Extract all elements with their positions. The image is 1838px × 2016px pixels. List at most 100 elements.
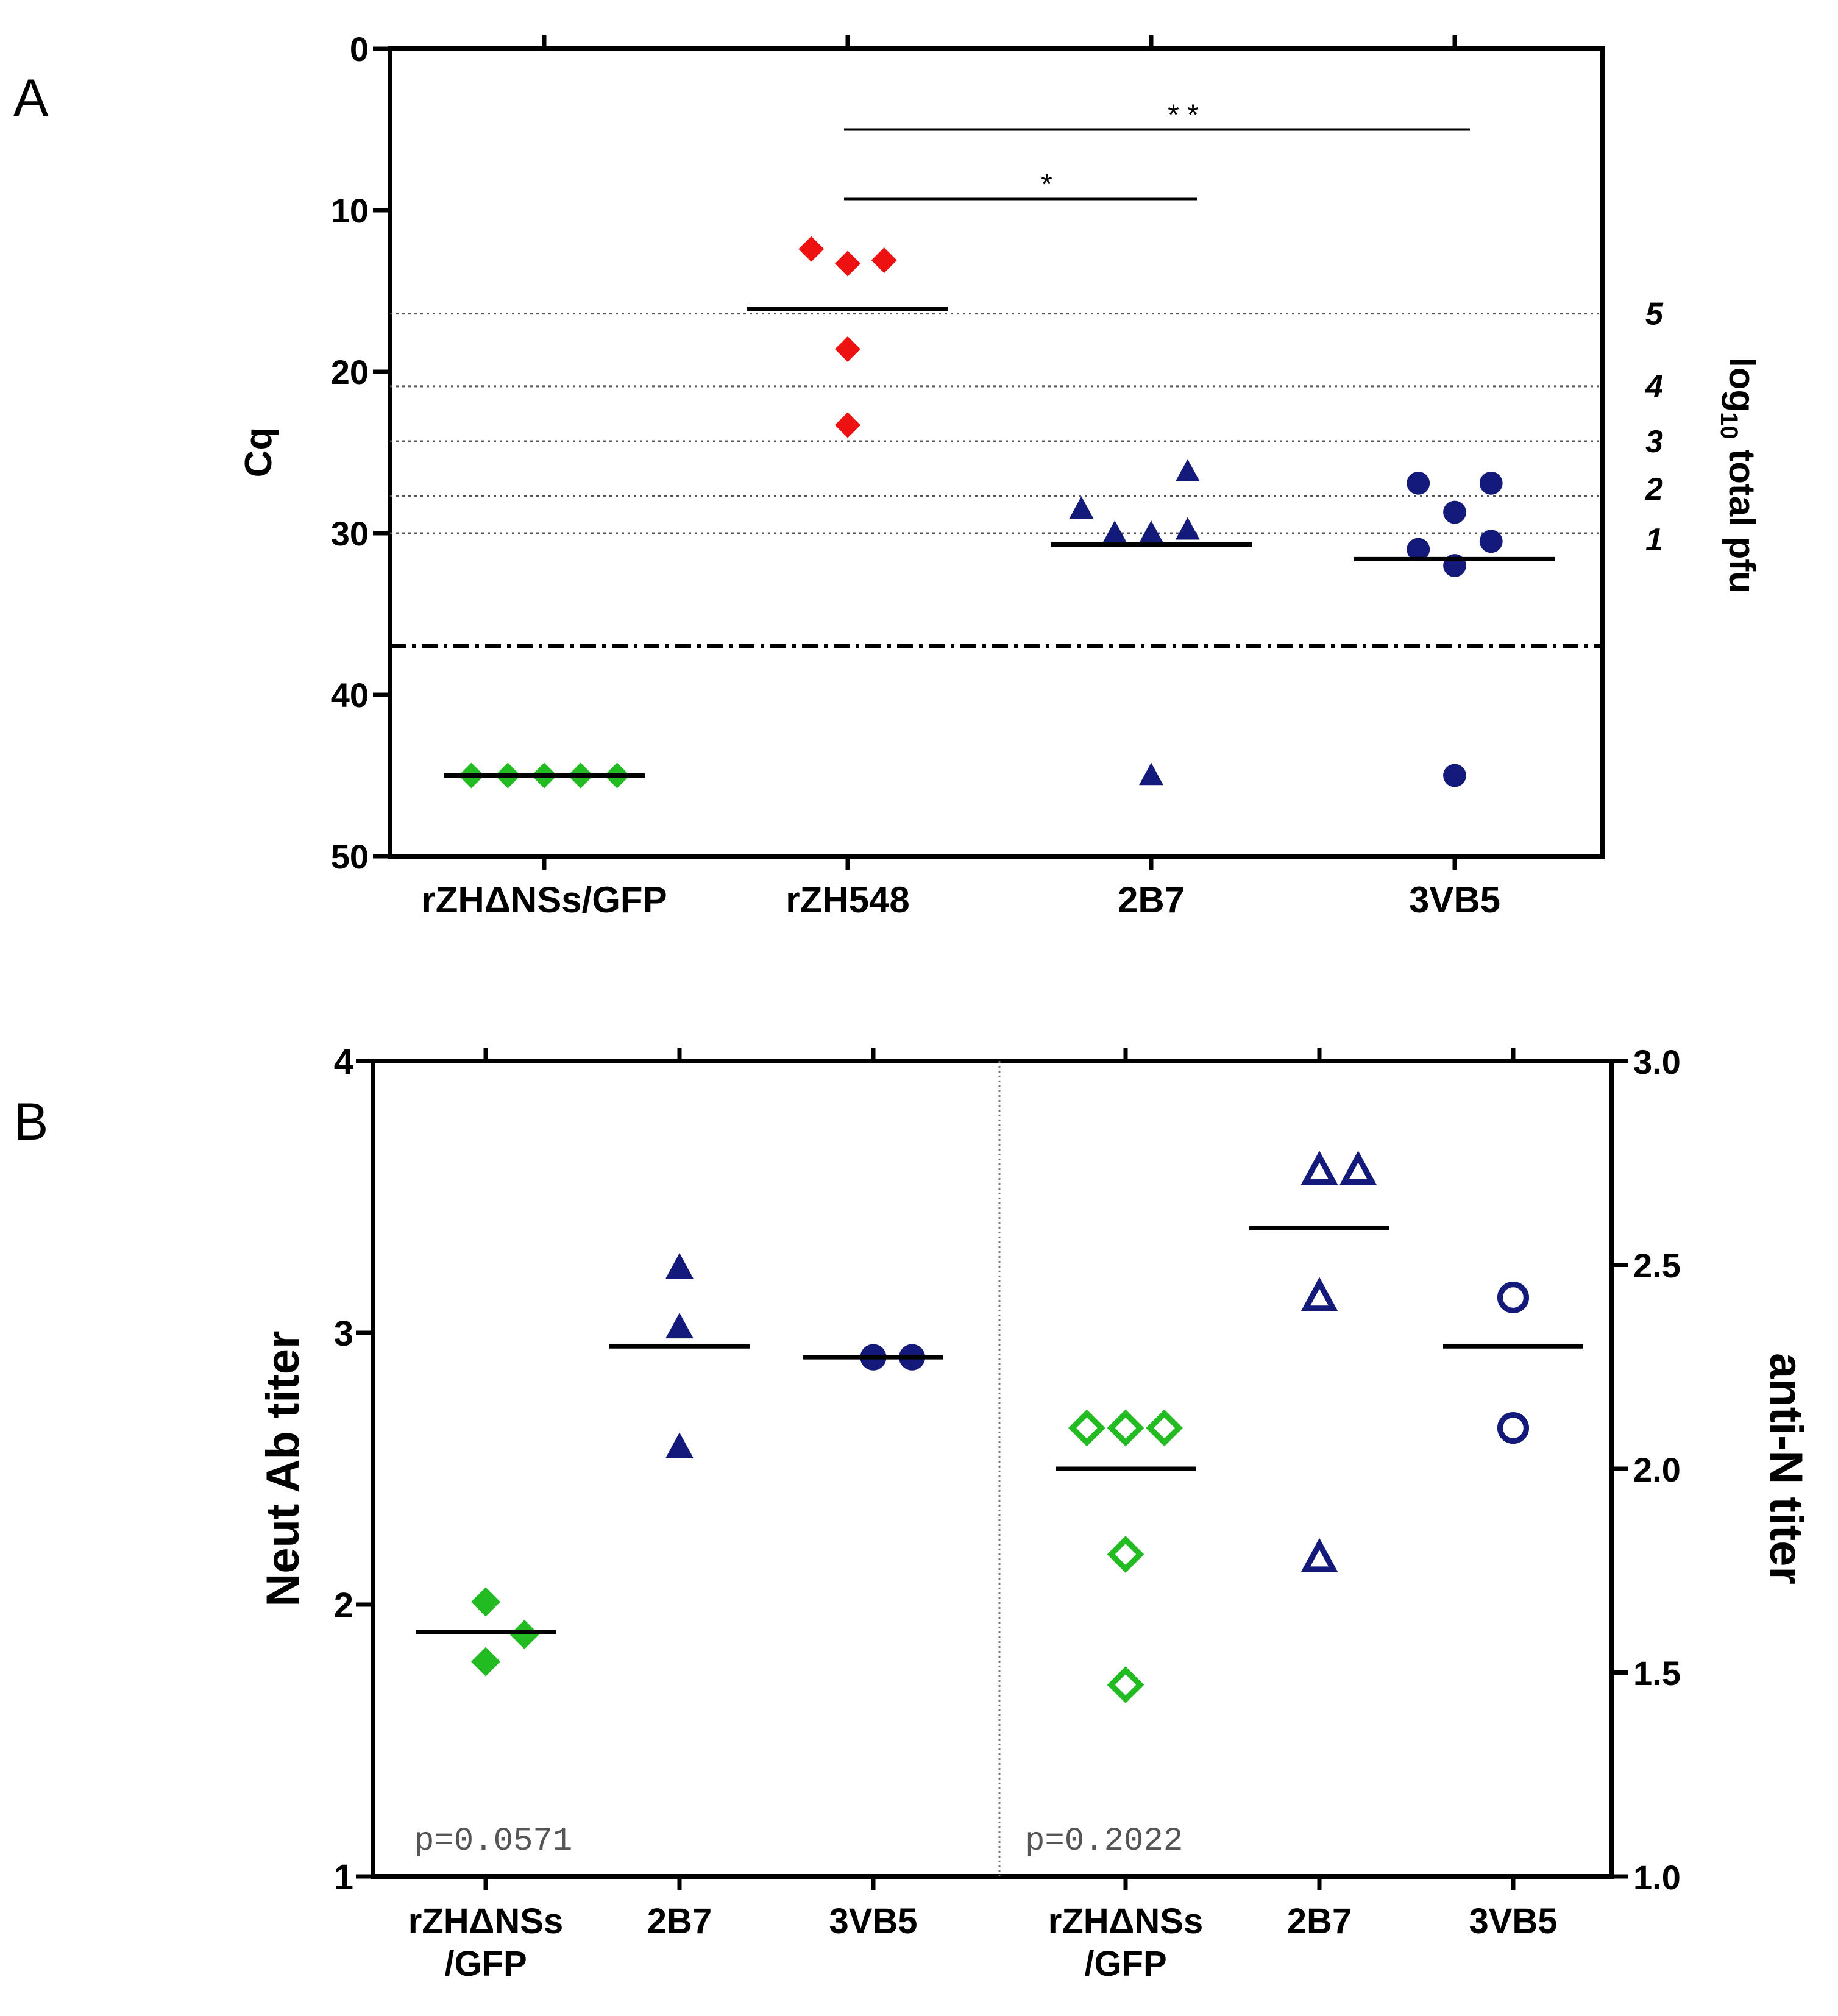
x-label-gfp: /GFP [444,1944,527,1984]
y-tick-label: 1 [334,1858,353,1897]
panel-a-x-labels: rZHΔNSs/GFP rZH548 2B7 3VB5 [421,879,1500,920]
data-point-circle [1497,1281,1530,1314]
pfu-ref-label: 5 [1645,297,1664,332]
y2-tick-label: 1.5 [1633,1654,1681,1692]
significance-label: * [1041,168,1052,201]
pfu-reference-labels: 5 4 3 2 1 [1645,297,1664,558]
x-label-2b7: 2B7 [1118,879,1185,920]
x-label-rzh548: rZH548 [786,879,909,920]
panel-a-label: A [13,69,49,127]
data-point-triangle [1300,1151,1338,1185]
data-point-triangle [1300,1538,1338,1572]
panel-a-bottom-ticks [542,856,1457,870]
pfu-reference-lines [390,313,1603,534]
data-point-diamond [1107,1536,1144,1573]
pfu-ref-label: 1 [1645,522,1663,558]
panel-b-plot-frame [371,1059,1614,1879]
data-point-circle [1443,764,1466,787]
data-point-triangle [1175,517,1200,540]
data-point-triangle [1139,762,1163,786]
x-label-3vb5: 3VB5 [829,1901,917,1941]
data-point-diamond [835,250,860,277]
data-point-diamond [471,1587,500,1617]
x-label-2b7: 2B7 [1287,1901,1352,1941]
data-point-triangle [665,1313,694,1339]
pfu-ref-label: 2 [1645,472,1663,507]
p-value-anti-n: p=0.2022 [1025,1823,1183,1860]
y-tick-label: 2 [334,1586,353,1625]
data-point-triangle [1175,459,1200,482]
panel-b-right-tick-labels: 3.0 2.5 2.0 1.5 1.0 [1633,1043,1681,1897]
panel-a-plot-frame [388,46,1605,859]
panel-b-left-ticks [356,1059,373,1879]
data-point-circle [1479,471,1503,495]
panel-b-right-ticks [1611,1059,1628,1879]
data-point-diamond [871,247,897,274]
panel-b-bottom-ticks [483,1876,1516,1890]
y2-tick-label: 2.5 [1633,1246,1681,1285]
y-tick-label: 4 [334,1042,353,1082]
data-point-diamond [1146,1409,1183,1447]
panel-b-points [471,1151,1530,1703]
data-point-diamond [1068,1409,1105,1447]
panel-a-y-axis-title: Cq [238,427,280,478]
panel-b-x-labels: rZHΔNSs /GFP 2B7 3VB5 rZHΔNSs /GFP 2B7 3… [408,1901,1558,1984]
data-point-triangle [1139,520,1163,543]
data-point-triangle [1339,1151,1377,1185]
x-label-rzh-dnss-gfp: rZHΔNSs/GFP [421,879,667,920]
panel-a-medians [444,307,1555,778]
data-point-diamond [835,336,860,362]
panel-b-label: B [13,1093,48,1151]
y-tick-label: 50 [331,837,369,876]
data-point-triangle [1300,1277,1338,1311]
pfu-ref-label: 4 [1645,369,1663,405]
y2-tick-label: 3.0 [1633,1043,1681,1081]
data-point-triangle [665,1252,694,1279]
x-label-3vb5: 3VB5 [1469,1901,1557,1941]
panel-b-medians [416,1226,1583,1634]
data-point-triangle [1102,520,1127,543]
data-point-diamond [509,1620,539,1650]
x-label-rzh-dnss: rZHΔNSs [408,1901,563,1941]
panel-b-left-tick-labels: 4 3 2 1 [334,1042,353,1897]
data-point-diamond [471,1647,500,1677]
x-label-rzh-dnss: rZHΔNSs [1048,1901,1203,1941]
pfu-ref-label: 3 [1645,424,1663,460]
panel-a-y-tick-labels: 0 10 20 30 40 50 [331,30,369,876]
y-tick-label: 0 [350,30,369,68]
x-label-2b7: 2B7 [647,1901,712,1941]
y2-tick-label: 2.0 [1633,1450,1681,1489]
panel-a: A 0 10 20 30 [13,30,1762,920]
data-point-triangle [665,1432,694,1458]
y2-tick-label: 1.0 [1633,1858,1681,1897]
y-tick-label: 40 [331,676,369,714]
y-tick-label: 3 [334,1314,353,1354]
data-point-triangle [1069,496,1094,519]
panel-a-top-ticks [542,35,1457,49]
data-point-circle [1407,538,1430,561]
data-point-circle [1407,471,1430,495]
y-tick-label: 10 [331,191,369,230]
data-point-diamond [835,412,860,438]
data-point-diamond [1107,1666,1144,1703]
y-tick-label: 30 [331,514,369,553]
panel-b-right-axis-title: anti-N titer [1760,1353,1812,1585]
significance-label: * * [1168,99,1199,132]
data-point-circle [1497,1412,1530,1444]
x-label-gfp: /GFP [1084,1944,1166,1984]
data-point-circle [1479,530,1503,553]
data-point-diamond [798,236,825,262]
p-value-neut: p=0.0571 [414,1823,572,1860]
x-label-3vb5: 3VB5 [1409,879,1500,920]
panel-b-top-ticks [483,1048,1516,1061]
panel-a-y-ticks [373,46,390,859]
data-point-diamond [1107,1409,1144,1447]
data-point-circle [1443,500,1466,524]
panel-a-points [458,236,1503,789]
y-tick-label: 20 [331,353,369,391]
panel-b-y-axis-title: Neut Ab titer [257,1330,309,1606]
panel-a-right-axis-title: log10 total pfu [1716,357,1762,594]
panel-b: B 4 3 2 [13,1042,1812,1984]
significance-bars: * * * [844,99,1470,201]
